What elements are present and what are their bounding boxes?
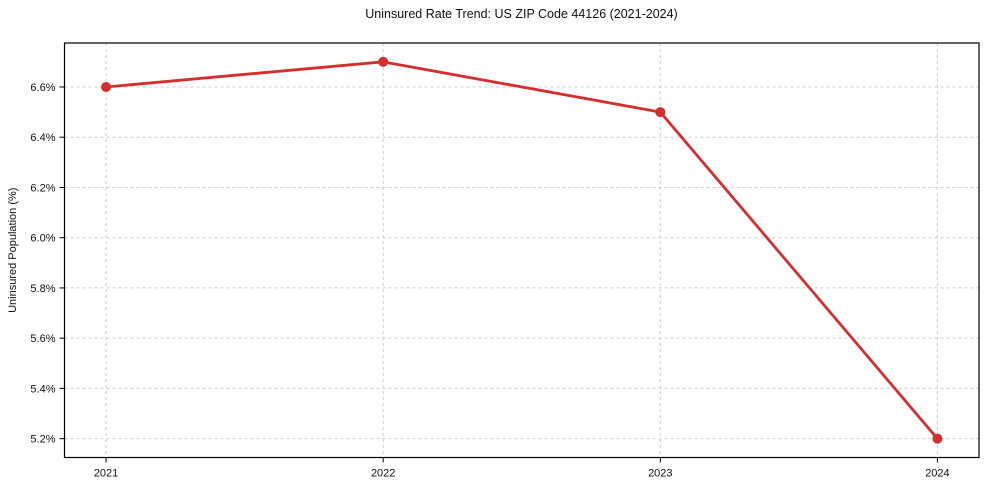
x-tick-label: 2022 — [371, 468, 395, 480]
y-tick-label: 5.8% — [30, 283, 55, 295]
x-tick-label: 2024 — [925, 468, 949, 480]
y-tick-label: 6.0% — [30, 233, 55, 245]
x-tick-label: 2021 — [94, 468, 118, 480]
plot-frame — [63, 42, 980, 459]
chart-title: Uninsured Rate Trend: US ZIP Code 44126 … — [365, 7, 678, 21]
x-tick-label: 2023 — [648, 468, 672, 480]
trend-line — [104, 60, 939, 441]
y-tick-label: 6.2% — [30, 182, 55, 194]
y-tick-label: 6.6% — [30, 82, 55, 94]
data-point-marker — [932, 433, 943, 444]
data-point-marker — [101, 81, 112, 92]
data-point-marker — [655, 107, 666, 118]
y-tick-label: 6.4% — [30, 132, 55, 144]
y-tick-label: 5.4% — [30, 383, 55, 395]
y-axis-label: Uninsured Population (%) — [7, 188, 19, 313]
y-tick-label: 5.2% — [30, 434, 55, 446]
y-tick-label: 5.6% — [30, 333, 55, 345]
data-point-marker — [378, 56, 389, 67]
